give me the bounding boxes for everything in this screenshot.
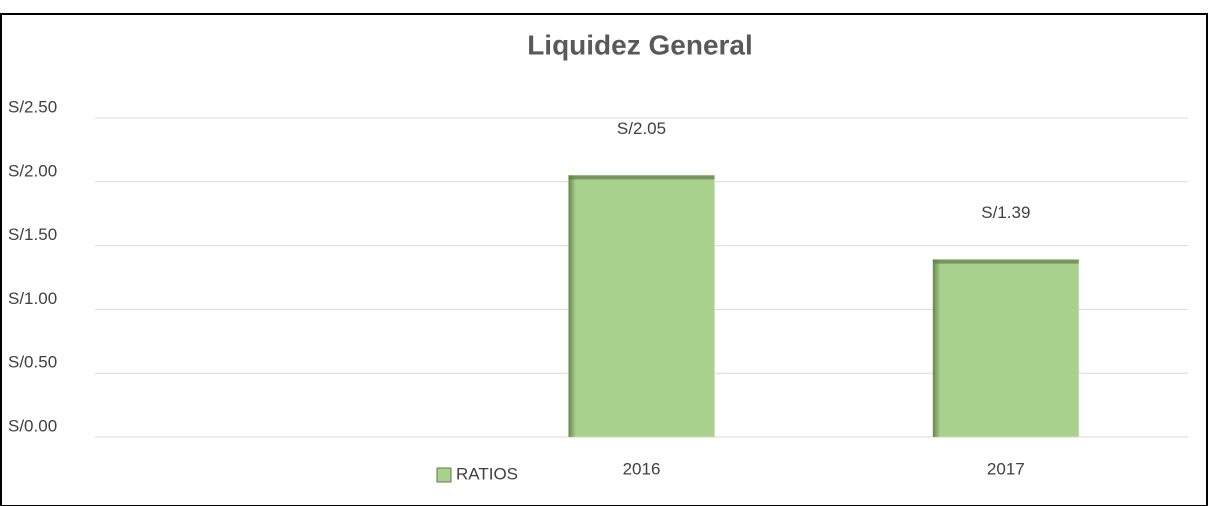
y-tick-label: S/1.00 [8, 289, 57, 308]
y-tick-label: S/2.00 [8, 161, 57, 180]
data-label: S/2.05 [617, 119, 666, 138]
x-tick-label: 2017 [987, 459, 1025, 478]
bar [932, 259, 1080, 438]
bar-top-shade [932, 259, 1079, 264]
chart-border [0, 13, 1208, 506]
y-tick-label: S/0.00 [8, 416, 57, 435]
x-tick-label: 2016 [623, 459, 661, 478]
data-label: S/1.39 [981, 203, 1030, 222]
y-tick-label: S/2.50 [8, 97, 57, 116]
y-tick-label: S/1.50 [8, 225, 57, 244]
legend-label: RATIOS [456, 464, 518, 483]
bar [568, 174, 715, 438]
bar-top-shade [568, 175, 715, 180]
y-tick-label: S/0.50 [8, 353, 57, 372]
chart-title: Liquidez General [527, 29, 753, 60]
legend-swatch [436, 467, 452, 483]
